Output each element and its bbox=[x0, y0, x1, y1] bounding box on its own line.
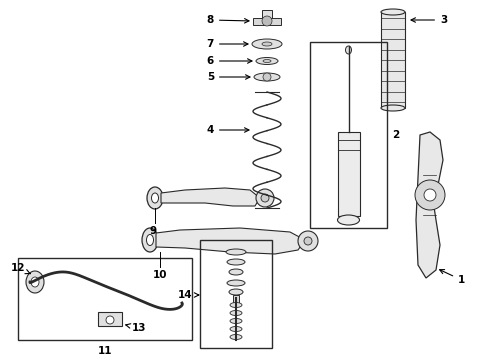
Circle shape bbox=[298, 231, 318, 251]
Bar bbox=[262, 10, 272, 18]
Text: 3: 3 bbox=[411, 15, 447, 25]
Ellipse shape bbox=[256, 58, 278, 64]
Ellipse shape bbox=[226, 249, 246, 255]
Ellipse shape bbox=[345, 46, 351, 54]
Circle shape bbox=[415, 180, 445, 210]
Ellipse shape bbox=[230, 302, 242, 307]
Circle shape bbox=[256, 189, 274, 207]
Ellipse shape bbox=[230, 319, 242, 324]
Ellipse shape bbox=[227, 259, 245, 265]
Ellipse shape bbox=[252, 39, 282, 49]
Ellipse shape bbox=[338, 215, 360, 225]
Bar bbox=[253, 18, 281, 25]
Text: 5: 5 bbox=[207, 72, 250, 82]
Bar bbox=[310, 42, 387, 228]
Text: 6: 6 bbox=[207, 56, 252, 66]
Polygon shape bbox=[161, 188, 260, 206]
Text: 8: 8 bbox=[207, 15, 249, 25]
Ellipse shape bbox=[229, 269, 243, 275]
Bar bbox=[98, 312, 122, 326]
Text: 2: 2 bbox=[392, 130, 399, 140]
Text: 9: 9 bbox=[149, 226, 157, 236]
Ellipse shape bbox=[147, 187, 163, 209]
Ellipse shape bbox=[151, 193, 158, 203]
Bar bbox=[338, 132, 360, 216]
Circle shape bbox=[261, 194, 269, 202]
Ellipse shape bbox=[26, 271, 44, 293]
Bar bbox=[18, 258, 192, 340]
Polygon shape bbox=[156, 228, 305, 254]
Ellipse shape bbox=[263, 59, 271, 63]
Ellipse shape bbox=[229, 289, 243, 295]
Circle shape bbox=[263, 73, 271, 81]
Bar bbox=[233, 295, 239, 305]
Circle shape bbox=[304, 237, 312, 245]
Ellipse shape bbox=[262, 42, 272, 46]
Ellipse shape bbox=[230, 310, 242, 315]
Ellipse shape bbox=[381, 9, 405, 15]
Text: 10: 10 bbox=[153, 270, 167, 280]
Text: 7: 7 bbox=[207, 39, 248, 49]
Text: 1: 1 bbox=[440, 270, 465, 285]
Ellipse shape bbox=[230, 334, 242, 339]
Text: 4: 4 bbox=[207, 125, 249, 135]
Circle shape bbox=[424, 189, 436, 201]
Ellipse shape bbox=[381, 105, 405, 111]
Ellipse shape bbox=[230, 327, 242, 332]
Text: 14: 14 bbox=[177, 290, 199, 300]
Ellipse shape bbox=[142, 228, 158, 252]
Text: 13: 13 bbox=[126, 323, 147, 333]
Circle shape bbox=[106, 316, 114, 324]
Ellipse shape bbox=[227, 280, 245, 286]
Circle shape bbox=[262, 16, 272, 26]
Ellipse shape bbox=[254, 73, 280, 81]
Ellipse shape bbox=[31, 277, 39, 287]
Text: 12: 12 bbox=[10, 263, 30, 274]
Polygon shape bbox=[416, 132, 443, 278]
Bar bbox=[381, 12, 405, 108]
Bar bbox=[200, 240, 272, 348]
Text: 11: 11 bbox=[98, 346, 112, 356]
Ellipse shape bbox=[147, 234, 153, 246]
